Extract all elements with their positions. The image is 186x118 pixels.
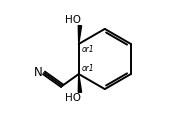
Text: N: N — [33, 66, 42, 79]
Text: or1: or1 — [82, 64, 94, 73]
Text: or1: or1 — [82, 45, 94, 54]
Polygon shape — [78, 74, 82, 92]
Text: HO: HO — [65, 93, 81, 103]
Text: HO: HO — [65, 15, 81, 25]
Polygon shape — [78, 26, 82, 44]
